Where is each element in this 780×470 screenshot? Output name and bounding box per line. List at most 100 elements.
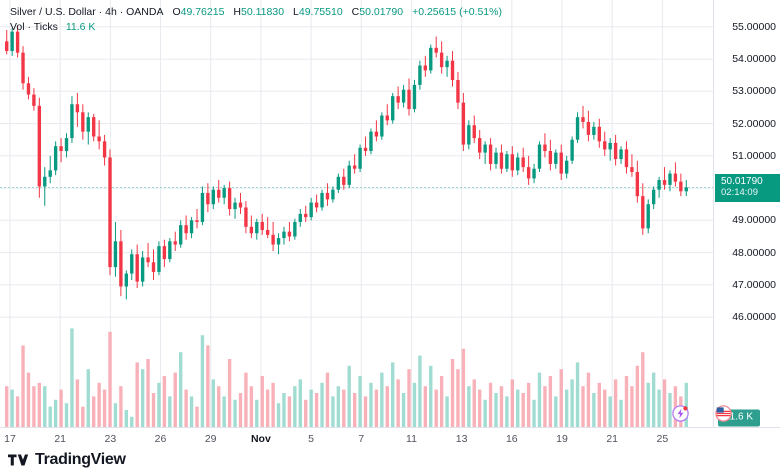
volume-bar xyxy=(369,382,373,427)
candle-body xyxy=(298,213,302,222)
candle-body xyxy=(554,152,558,164)
volume-bar xyxy=(276,403,281,427)
candle-body xyxy=(450,60,455,81)
time-tick: 16 xyxy=(505,433,518,445)
candle-body xyxy=(543,144,547,151)
candle-body xyxy=(320,192,324,208)
volume-bar xyxy=(206,345,210,427)
volume-bar xyxy=(15,396,20,427)
candle-body xyxy=(537,144,542,169)
candle-body xyxy=(613,142,618,160)
volume-bar xyxy=(217,386,221,427)
volume-bar xyxy=(59,389,63,427)
volume-bar xyxy=(162,376,167,427)
price-tick: 51.00000 xyxy=(732,149,776,162)
candle-body xyxy=(162,246,167,260)
volume-bar xyxy=(195,406,199,427)
candle-body xyxy=(369,131,373,151)
candle-body xyxy=(641,196,645,229)
candle-body xyxy=(418,65,422,85)
volume-bar xyxy=(157,382,161,427)
volume-bar xyxy=(336,386,341,427)
current-price-value: 50.01790 xyxy=(721,175,763,187)
volume-bar xyxy=(374,389,379,427)
time-tick: 13 xyxy=(455,433,468,445)
candles xyxy=(5,25,688,300)
us-flag-icon[interactable] xyxy=(715,405,732,422)
bar-countdown: 02:14:09 xyxy=(721,187,758,198)
candlestick-svg xyxy=(0,0,713,427)
volume-bar xyxy=(586,372,591,427)
current-price-badge: 50.01790 02:14:09 xyxy=(715,173,780,202)
lightning-badge-icon[interactable] xyxy=(672,405,689,422)
volume-bar xyxy=(102,389,107,427)
candle-body xyxy=(255,221,259,234)
volume-bar xyxy=(619,399,623,427)
candle-body xyxy=(526,167,531,179)
volume-bar xyxy=(135,362,139,427)
ohlc-high-value: 50.11830 xyxy=(241,6,285,18)
time-scale[interactable]: 17 21 23 26 29 Nov 5 7 11 13 16 19 21 25 xyxy=(0,427,780,449)
volume-bar xyxy=(429,365,433,427)
candle-body xyxy=(412,84,417,110)
volume-bar xyxy=(140,369,145,427)
volume-bar xyxy=(151,393,156,427)
volume-bar xyxy=(309,389,313,427)
volume-bar xyxy=(526,382,531,427)
volume-bar xyxy=(363,396,368,427)
candle-body xyxy=(217,189,221,198)
candle-body xyxy=(271,234,275,245)
candle-body xyxy=(548,151,553,164)
price-tick: 54.00000 xyxy=(732,53,776,66)
candle-body xyxy=(467,125,471,145)
tradingview-logo[interactable]: TradingView xyxy=(8,452,126,468)
candle-body xyxy=(59,146,63,152)
volume-bar xyxy=(668,393,672,427)
volume-bar xyxy=(478,389,482,427)
candle-body xyxy=(81,112,85,132)
candle-body xyxy=(140,257,145,282)
candle-body xyxy=(282,231,286,239)
candle-body xyxy=(619,149,623,160)
legend-price-row: Silver / U.S. Dollar · 4h · OANDA O49.76… xyxy=(10,6,502,19)
volume-bar xyxy=(108,331,112,427)
volume-bar xyxy=(227,359,232,427)
price-scale[interactable]: 55.00000 54.00000 53.00000 52.00000 51.00000… xyxy=(713,0,780,427)
volume-bar xyxy=(347,365,351,427)
volume-bar xyxy=(575,362,580,427)
chart-plot-area[interactable] xyxy=(0,0,713,427)
volume-bar xyxy=(287,396,292,427)
volume-bar xyxy=(641,352,645,427)
volume-bar xyxy=(293,386,297,427)
volume-bar xyxy=(48,406,52,427)
volume-study-title[interactable]: Vol · Ticks xyxy=(10,21,58,33)
volume-bar xyxy=(37,382,42,427)
candle-body xyxy=(483,144,487,153)
volume-bar xyxy=(483,399,487,427)
candle-body xyxy=(260,221,264,231)
candle-body xyxy=(423,65,428,71)
candle-body xyxy=(146,257,150,263)
candle-body xyxy=(151,262,156,272)
symbol-title[interactable]: Silver / U.S. Dollar · 4h · OANDA xyxy=(10,6,164,18)
volume-bar xyxy=(412,382,417,427)
price-tick: 52.00000 xyxy=(732,117,776,130)
volume-bar xyxy=(657,389,661,427)
volume-bar xyxy=(450,359,455,427)
candle-body xyxy=(119,241,123,287)
volume-bar xyxy=(255,399,259,427)
candle-body xyxy=(592,126,596,135)
volume-bar xyxy=(179,352,183,427)
candle-body xyxy=(86,117,90,132)
volume-bar xyxy=(168,396,172,427)
volume-bar xyxy=(472,379,476,427)
candle-body xyxy=(336,176,341,190)
volume-bar xyxy=(244,372,248,427)
candle-body xyxy=(478,138,482,153)
ohlc-open: O49.76215 xyxy=(172,6,224,19)
volume-bar xyxy=(570,379,574,427)
candle-body xyxy=(396,96,400,103)
volume-bar xyxy=(559,369,563,427)
candle-body xyxy=(668,173,672,185)
candle-body xyxy=(521,157,525,168)
